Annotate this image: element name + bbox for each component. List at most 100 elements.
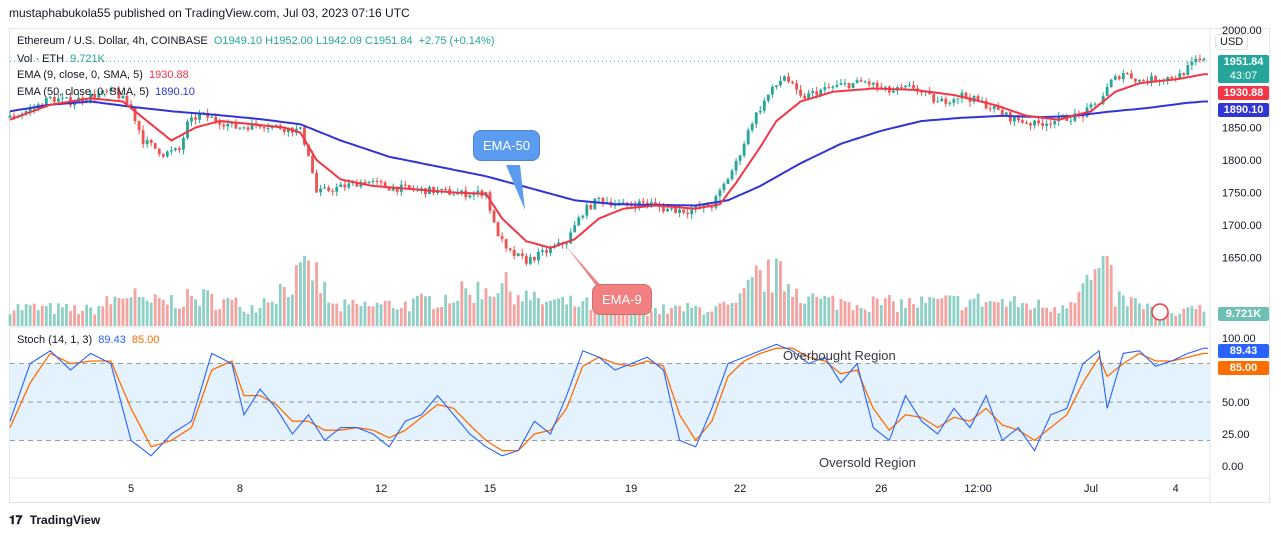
volume-bar [77,314,80,326]
volume-bar [581,301,585,326]
last-price-tag: 1951.84 43:07 [1218,55,1269,83]
volume-bar [460,281,464,326]
volume-bar [375,302,379,326]
stoch-d-line [9,347,1208,452]
candle-body [807,93,811,99]
candle-body [153,143,157,149]
currency-button[interactable]: USD [1215,34,1249,50]
symbol-name[interactable]: Ethereum / U.S. Dollar, 4h, COINBASE [17,35,208,47]
volume-bar [577,306,581,326]
volume-bar [1000,299,1004,326]
volume-bar [807,296,811,326]
candle-body [770,86,774,95]
candle-body [1057,116,1061,122]
volume-bar [738,293,742,326]
volume-bar [815,296,819,326]
ema50-callout[interactable]: EMA-50 [473,130,540,161]
ema50-label[interactable]: EMA (50, close, 0, SMA, 5) [17,86,150,98]
volume-bar [133,288,137,326]
volume-bar [1174,315,1178,326]
volume-bar [670,308,673,326]
volume-bar [1053,307,1057,326]
candle-body [218,121,222,125]
candle-body [730,170,734,180]
volume-bar [339,311,343,326]
volume-bar [182,306,185,326]
volume-bar [726,304,730,326]
volume-bar [1198,304,1202,326]
candle-body [121,96,125,99]
candle-body [173,148,177,151]
candle-body [303,127,306,145]
candle-body [992,106,996,109]
candle-body [161,154,165,157]
ema9-callout[interactable]: EMA-9 [592,284,652,315]
volume-bar [871,296,875,326]
candle-body [327,187,331,191]
candle-body [1142,79,1145,81]
volume-bar [512,304,516,326]
volume-bar [452,302,456,326]
volume-bar [565,304,569,326]
volume-bar [1121,295,1125,326]
volume-bar [40,305,44,326]
candle-body [48,96,52,99]
time-tick-label: 5 [128,483,134,495]
candle-body [230,122,234,124]
tradingview-footer[interactable]: 𝟏𝟕 TradingView [9,513,100,528]
volume-bar [883,298,887,326]
candle-body [403,184,407,186]
volume-label[interactable]: Vol · ETH [17,53,65,65]
price-tick-label: 1650.00 [1222,253,1262,265]
candle-body [97,93,101,98]
candle-body [1190,61,1194,66]
ema9-label[interactable]: EMA (9, close, 0, SMA, 5) [17,69,143,81]
candle-body [641,201,645,203]
volume-bar [323,281,327,326]
candle-body [355,181,359,187]
volume-bar [222,299,226,326]
candle-body [766,94,770,101]
stoch-tick-label: 25.00 [1222,429,1250,441]
candle-body [686,212,690,215]
volume-bar [887,295,891,326]
stoch-label[interactable]: Stoch (14, 1, 3) [17,334,93,346]
candle-body [875,82,879,88]
bar-countdown: 43:07 [1229,70,1258,82]
volume-bar [916,307,919,326]
ema9-line [9,73,1208,249]
price-tick-label: 1800.00 [1222,155,1262,167]
volume-bar [1194,309,1198,326]
volume-bar [653,307,657,326]
candle-body [524,255,528,264]
volume-bar [762,291,766,326]
volume-bar [331,303,335,326]
volume-bar [633,310,637,326]
volume-bar [1037,299,1040,326]
candle-body [157,148,161,155]
candle-body [653,202,657,204]
volume-bar [73,305,76,326]
volume-bar [464,288,468,326]
candle-body [456,192,460,195]
volume-bar [371,306,375,326]
candle-body [787,76,790,82]
volume-bar [835,309,839,326]
volume-bar [524,290,528,326]
volume-bar [186,288,189,326]
candle-body [1089,104,1093,108]
volume-bar [496,292,500,326]
volume-bar [516,295,520,326]
volume-bar [351,299,355,326]
candle-body [1004,112,1008,115]
volume-bar [12,310,16,326]
candle-body [964,92,968,98]
candle-body [645,202,649,204]
volume-bar [839,298,843,326]
volume-bar [988,301,992,326]
candle-body [343,184,347,188]
volume-bar [549,300,552,326]
volume-bar [226,297,230,326]
time-tick-label: 8 [237,483,243,495]
